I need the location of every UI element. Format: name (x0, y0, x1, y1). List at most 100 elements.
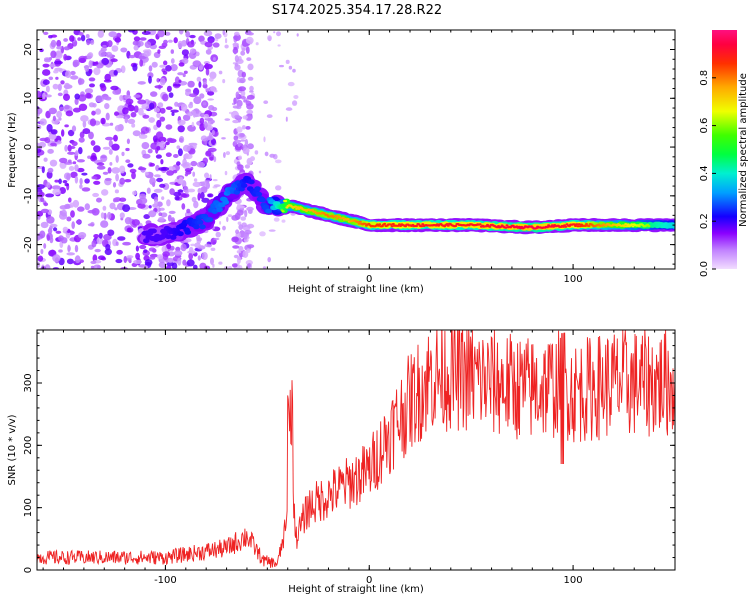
noise-blob (159, 64, 166, 68)
noise-blob (128, 105, 135, 112)
noise-blob (234, 139, 242, 144)
noise-blob (98, 49, 106, 58)
noise-blob (240, 139, 246, 142)
noise-blob (47, 167, 54, 173)
noise-blob (77, 206, 85, 212)
ridge-mark (193, 224, 200, 230)
ridge-mark (335, 217, 339, 220)
noise-blob (212, 42, 220, 48)
noise-blob (203, 121, 208, 129)
noise-blob (246, 57, 252, 61)
noise-blob (139, 37, 147, 41)
noise-blob (231, 263, 238, 268)
noise-blob (74, 244, 79, 253)
noise-blob (119, 95, 124, 102)
noise-blob (88, 60, 93, 69)
noise-blob (214, 33, 222, 39)
noise-blob (185, 31, 191, 38)
noise-blob (292, 68, 296, 73)
noise-blob (63, 46, 71, 51)
noise-blob (173, 37, 178, 44)
noise-blob (49, 236, 54, 244)
noise-blob (184, 168, 193, 172)
noise-blob (245, 126, 251, 130)
noise-blob (182, 144, 191, 152)
ridge-mark (564, 225, 568, 228)
spectrogram-marks (37, 30, 675, 269)
noise-blob (273, 31, 276, 34)
noise-blob (211, 138, 216, 146)
noise-blob (100, 220, 109, 228)
noise-blob (224, 118, 231, 121)
noise-blob (61, 129, 65, 137)
noise-blob (269, 153, 276, 158)
noise-blob (122, 204, 131, 213)
noise-blob (167, 39, 173, 43)
noise-blob (78, 94, 87, 102)
noise-blob (133, 105, 139, 113)
noise-blob (55, 76, 59, 80)
noise-blob (90, 140, 96, 146)
noise-blob (146, 187, 151, 194)
noise-blob (58, 235, 64, 242)
noise-blob (90, 260, 97, 265)
noise-blob (59, 106, 64, 111)
noise-blob (112, 89, 121, 95)
noise-blob (76, 159, 85, 163)
noise-blob (67, 244, 71, 253)
noise-blob (185, 190, 189, 195)
noise-blob (200, 181, 208, 187)
noise-blob (114, 124, 122, 132)
noise-blob (246, 157, 253, 166)
noise-blob (114, 207, 118, 211)
noise-blob (64, 104, 70, 110)
noise-blob (148, 205, 152, 209)
spectrogram-xlabel: Height of straight line (km) (288, 284, 424, 295)
noise-blob (70, 210, 75, 218)
noise-blob (190, 160, 198, 167)
ridge-mark (356, 220, 360, 223)
noise-blob (40, 208, 50, 214)
noise-blob (192, 171, 196, 177)
noise-blob (39, 118, 47, 126)
ridge-mark (419, 225, 423, 228)
noise-blob (184, 173, 188, 177)
noise-blob (165, 141, 170, 146)
noise-blob (141, 103, 150, 110)
colorbar-gradient (712, 30, 737, 269)
noise-blob (43, 31, 49, 35)
noise-blob (213, 156, 217, 163)
noise-blob (107, 229, 115, 236)
y-tick-label: 100 (23, 498, 34, 517)
noise-blob (141, 31, 151, 35)
noise-blob (205, 87, 210, 92)
noise-blob (170, 64, 178, 72)
noise-blob (182, 259, 187, 266)
noise-blob (181, 49, 189, 56)
noise-blob (37, 184, 45, 190)
noise-blob (268, 229, 276, 232)
noise-blob (174, 76, 180, 85)
noise-blob (43, 58, 52, 63)
noise-blob (68, 166, 75, 171)
noise-blob (162, 251, 170, 257)
noise-blob (275, 185, 282, 191)
ridge-mark (357, 222, 361, 225)
x-tick-label: 0 (366, 274, 372, 285)
noise-blob (232, 105, 240, 109)
noise-blob (87, 223, 95, 227)
noise-blob (247, 76, 254, 81)
noise-blob (182, 158, 187, 167)
noise-blob (203, 30, 213, 37)
noise-blob (243, 233, 248, 240)
noise-blob (180, 193, 190, 198)
noise-blob (143, 265, 148, 269)
noise-blob (156, 254, 164, 260)
noise-blob (74, 97, 79, 105)
noise-blob (96, 237, 104, 245)
noise-blob (72, 107, 81, 113)
noise-blob (51, 185, 61, 190)
noise-blob (236, 250, 242, 254)
ridge-mark (341, 216, 345, 219)
noise-blob (126, 255, 134, 259)
